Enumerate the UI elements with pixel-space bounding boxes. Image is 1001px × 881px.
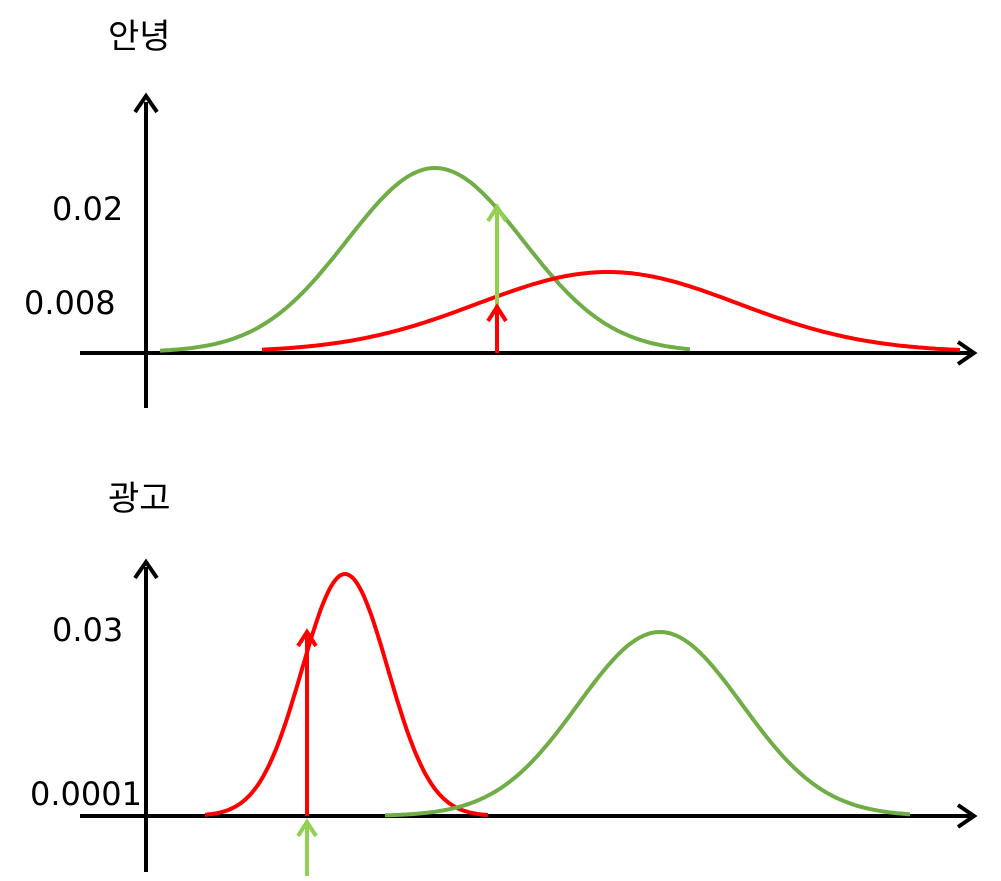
x-axis-arrowhead [956, 803, 978, 829]
green-value-label: 0.02 [52, 190, 123, 228]
green-value-label: 0.0001 [30, 775, 142, 813]
y-axis-arrowhead [133, 92, 159, 114]
red-arrowhead [486, 303, 508, 323]
panel-title: 광고 [108, 479, 171, 519]
panel-title: 안녕 [108, 17, 171, 57]
green-distribution-curve [159, 166, 691, 353]
green-arrowhead [486, 203, 508, 223]
green-arrowhead [296, 818, 318, 838]
red-arrowhead [296, 628, 318, 648]
y-axis-arrowhead [133, 558, 159, 580]
red-value-label: 0.03 [52, 611, 123, 649]
green-distribution-curve [385, 629, 911, 818]
red-value-label: 0.008 [24, 284, 116, 322]
x-axis-arrowhead [956, 340, 978, 366]
panel-annyeong: 안녕 0.02 0.008 [24, 17, 978, 408]
red-distribution-curve [204, 571, 489, 817]
panel-gwanggo: 광고 0.03 0.0001 [30, 479, 978, 876]
red-distribution-curve [261, 270, 961, 352]
